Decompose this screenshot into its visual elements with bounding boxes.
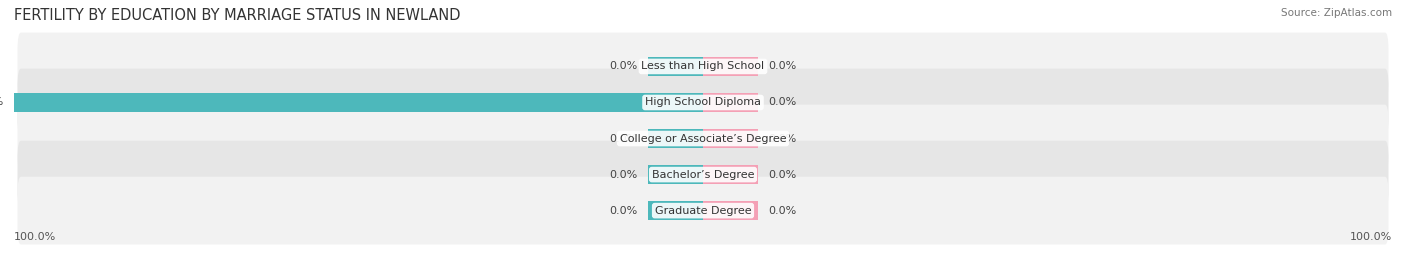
- FancyBboxPatch shape: [17, 69, 1389, 136]
- Bar: [703, 165, 758, 184]
- Text: 0.0%: 0.0%: [769, 206, 797, 216]
- Bar: [703, 57, 758, 76]
- Text: Graduate Degree: Graduate Degree: [655, 206, 751, 216]
- Text: Source: ZipAtlas.com: Source: ZipAtlas.com: [1281, 8, 1392, 18]
- Bar: [703, 93, 758, 112]
- Bar: [648, 129, 703, 148]
- Text: College or Associate’s Degree: College or Associate’s Degree: [620, 133, 786, 144]
- Bar: [648, 57, 703, 76]
- Text: 0.0%: 0.0%: [769, 61, 797, 72]
- Bar: [14, 93, 703, 112]
- Bar: [703, 129, 758, 148]
- Text: 0.0%: 0.0%: [769, 133, 797, 144]
- Text: 0.0%: 0.0%: [609, 206, 637, 216]
- Text: 100.0%: 100.0%: [0, 97, 4, 108]
- Text: 0.0%: 0.0%: [769, 169, 797, 180]
- Text: Less than High School: Less than High School: [641, 61, 765, 72]
- Text: 0.0%: 0.0%: [769, 97, 797, 108]
- Text: 0.0%: 0.0%: [609, 133, 637, 144]
- Text: High School Diploma: High School Diploma: [645, 97, 761, 108]
- Text: FERTILITY BY EDUCATION BY MARRIAGE STATUS IN NEWLAND: FERTILITY BY EDUCATION BY MARRIAGE STATU…: [14, 8, 461, 23]
- FancyBboxPatch shape: [17, 177, 1389, 245]
- Text: 0.0%: 0.0%: [609, 61, 637, 72]
- Text: 0.0%: 0.0%: [609, 169, 637, 180]
- Text: Bachelor’s Degree: Bachelor’s Degree: [652, 169, 754, 180]
- FancyBboxPatch shape: [17, 141, 1389, 208]
- Text: 100.0%: 100.0%: [14, 232, 56, 242]
- FancyBboxPatch shape: [17, 105, 1389, 172]
- Bar: [703, 201, 758, 220]
- Text: 100.0%: 100.0%: [1350, 232, 1392, 242]
- FancyBboxPatch shape: [17, 33, 1389, 100]
- Bar: [648, 201, 703, 220]
- Bar: [648, 165, 703, 184]
